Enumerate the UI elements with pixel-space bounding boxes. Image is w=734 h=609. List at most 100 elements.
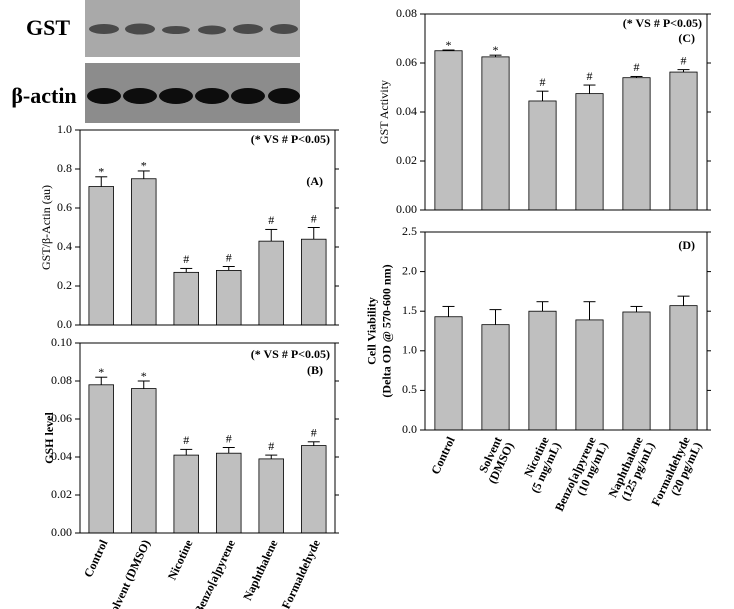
- x-tick-label-line: Control: [428, 434, 458, 477]
- bar: [481, 56, 510, 211]
- y-tick-label: 0.8: [57, 161, 72, 175]
- significance-marker: #: [268, 439, 274, 453]
- x-tick-label: Nicotine: [165, 537, 196, 582]
- error-bar: [137, 380, 150, 389]
- y-tick-label: 0.04: [51, 449, 72, 463]
- y-tick-label: 0.0: [57, 317, 72, 331]
- error-bar: [222, 447, 235, 454]
- plot-frame: [424, 13, 708, 211]
- y-tick-label: 0.2: [57, 278, 72, 292]
- error-bar: [677, 295, 690, 306]
- significance-marker: #: [226, 250, 232, 264]
- y-tick-label: 0.00: [396, 202, 417, 216]
- y-tick-label: 0.08: [396, 6, 417, 20]
- error-bar: [265, 454, 278, 459]
- y-axis-label: Cell Viability: [364, 297, 378, 365]
- x-tick-label-line: Formaldehyde: [279, 537, 324, 609]
- y-axis-label: GST Activity: [377, 80, 391, 144]
- y-axis-label: GST/β-Actin (au): [39, 185, 53, 270]
- significance-marker: *: [141, 369, 147, 383]
- x-tick-label-line: Control: [81, 537, 111, 580]
- x-tick-label-line: Solvent (DMSO): [104, 538, 153, 609]
- significance-marker: #: [540, 75, 546, 89]
- error-bar: [489, 309, 502, 325]
- bar: [131, 178, 157, 326]
- error-bar: [222, 266, 235, 271]
- error-bar: [307, 227, 320, 240]
- bar: [434, 50, 463, 211]
- significance-marker: #: [183, 433, 189, 447]
- x-tick-label: Naphthalene(125 pg/mL): [605, 434, 657, 503]
- x-tick-label: Control: [428, 434, 458, 477]
- actin-blot: [85, 63, 300, 123]
- error-bar: [95, 176, 108, 187]
- significance-marker: #: [587, 69, 593, 83]
- y-tick-label: 0.4: [57, 239, 72, 253]
- bar: [131, 388, 157, 534]
- x-tick-label: Formaldehyde: [279, 537, 324, 609]
- y-tick-label: 1.0: [402, 343, 417, 357]
- y-tick-label: 0.5: [402, 382, 417, 396]
- bar: [528, 100, 557, 211]
- bar: [258, 458, 284, 534]
- significance-marker: *: [98, 365, 104, 379]
- significance-marker: *: [446, 38, 452, 52]
- error-bar: [630, 305, 643, 312]
- error-bar: [583, 301, 596, 320]
- annotation: (* VS # P<0.05): [251, 347, 330, 361]
- error-bar: [442, 305, 455, 317]
- y-tick-label: 0.06: [396, 55, 417, 69]
- y-tick-label: 0.08: [51, 373, 72, 387]
- bar: [173, 454, 199, 534]
- x-tick-label: Nicotine(5 mg/mL): [521, 434, 563, 495]
- significance-marker: #: [681, 53, 687, 67]
- significance-marker: #: [311, 211, 317, 225]
- significance-marker: #: [311, 426, 317, 440]
- error-bar: [489, 54, 502, 57]
- error-bar: [307, 441, 320, 446]
- bar: [173, 271, 199, 326]
- y-axis-label: GSH level: [42, 412, 56, 464]
- y-tick-label: 1.0: [57, 122, 72, 136]
- error-bar: [630, 75, 643, 78]
- error-bar: [583, 84, 596, 94]
- significance-marker: #: [183, 252, 189, 266]
- panel-label: (D): [678, 238, 695, 252]
- error-bar: [677, 69, 690, 73]
- error-bar: [137, 170, 150, 179]
- error-bar: [180, 448, 193, 456]
- y-tick-label: 1.5: [402, 303, 417, 317]
- y-tick-label: 0.6: [57, 200, 72, 214]
- significance-marker: #: [634, 60, 640, 74]
- annotation: (* VS # P<0.05): [251, 132, 330, 146]
- significance-marker: *: [493, 43, 499, 57]
- significance-marker: *: [98, 165, 104, 179]
- error-bar: [95, 376, 108, 385]
- bar: [434, 316, 463, 431]
- error-bar: [536, 90, 549, 101]
- bar: [669, 71, 698, 211]
- bar: [575, 319, 604, 431]
- x-tick-label-line: Naphthalene: [240, 537, 281, 603]
- bar: [575, 93, 604, 211]
- bar: [622, 77, 651, 211]
- error-bar: [180, 267, 193, 273]
- y-tick-label: 0.0: [402, 422, 417, 436]
- panel-label: (B): [307, 363, 323, 377]
- blot-label: β-actin: [11, 83, 76, 108]
- bar: [258, 240, 284, 326]
- bar: [301, 238, 327, 326]
- bar: [88, 384, 114, 534]
- x-tick-label: Naphthalene: [240, 537, 281, 603]
- bar: [481, 324, 510, 431]
- bar: [216, 452, 242, 534]
- error-bar: [536, 301, 549, 312]
- y-tick-label: 0.06: [51, 411, 72, 425]
- bar: [88, 186, 114, 326]
- y-tick-label: 2.5: [402, 224, 417, 238]
- y-tick-label: 0.02: [51, 487, 72, 501]
- y-tick-label: 0.00: [51, 525, 72, 539]
- x-tick-label: Solvent (DMSO): [104, 538, 153, 609]
- significance-marker: #: [226, 431, 232, 445]
